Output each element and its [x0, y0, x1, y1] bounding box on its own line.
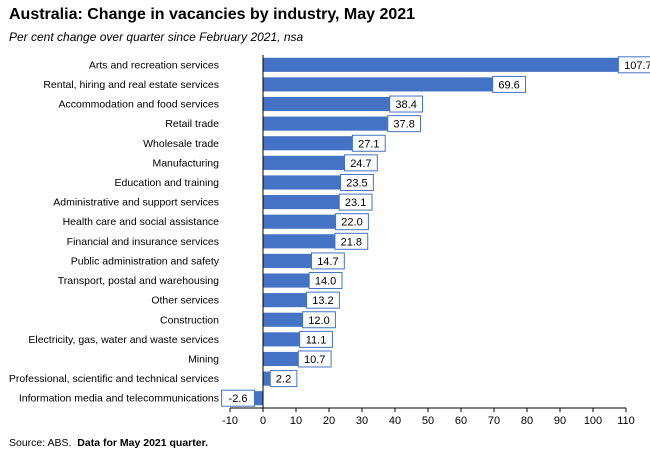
category-label: Transport, postal and warehousing	[58, 275, 219, 287]
bar	[263, 116, 388, 131]
data-label-box	[334, 232, 369, 250]
x-tick-label: -10	[222, 415, 238, 427]
data-label-box	[335, 213, 369, 231]
chart-subtitle: Per cent change over quarter since Febru…	[9, 30, 304, 44]
data-label-box	[269, 370, 298, 388]
data-label-box	[338, 193, 373, 211]
data-label: 21.8	[341, 236, 362, 248]
data-label: 11.1	[306, 334, 327, 346]
category-label: Other services	[151, 295, 219, 307]
data-label-box	[302, 311, 336, 329]
category-label: Professional, scientific and technical s…	[9, 373, 219, 385]
data-label: 27.1	[358, 138, 379, 150]
data-label-box	[492, 75, 526, 93]
data-label-box	[340, 173, 374, 191]
data-label-box	[221, 389, 255, 407]
category-label: Accommodation and food services	[59, 99, 220, 111]
category-label: Rental, hiring and real estate services	[43, 79, 219, 91]
data-label: 12.0	[308, 315, 329, 327]
x-tick-label: 0	[260, 415, 266, 427]
data-label: 22.0	[341, 217, 362, 229]
bar	[263, 195, 340, 210]
x-tick-label: 20	[323, 415, 335, 427]
data-label: 14.7	[317, 256, 338, 268]
bar	[263, 175, 341, 190]
bar	[263, 371, 271, 386]
bar	[263, 234, 335, 249]
bar	[263, 351, 299, 367]
data-label: 13.2	[312, 295, 333, 307]
category-label: Mining	[188, 353, 219, 365]
source-text: Source: ABS.	[9, 437, 72, 449]
bar	[263, 136, 353, 151]
x-tick-label: 50	[422, 415, 434, 427]
data-label: 24.7	[350, 158, 371, 170]
x-tick-label: 110	[617, 415, 635, 427]
x-tick-label: 40	[389, 415, 401, 427]
data-label: 38.4	[395, 99, 416, 111]
chart-title: Australia: Change in vacancies by indust…	[9, 6, 416, 23]
x-tick-label: 10	[290, 415, 302, 427]
data-label: 23.5	[346, 177, 367, 189]
bar	[263, 57, 619, 72]
x-tick-label: 70	[488, 415, 500, 427]
bar	[263, 332, 300, 347]
category-label: Manufacturing	[152, 157, 219, 169]
x-tick-label: 90	[554, 415, 566, 427]
data-label-box	[387, 115, 422, 133]
category-label: Retail trade	[165, 118, 219, 130]
category-label: Construction	[160, 314, 219, 326]
bar	[263, 312, 303, 327]
data-label-box	[311, 252, 345, 270]
bar	[263, 214, 336, 229]
category-label: Electricity, gas, water and waste servic…	[28, 334, 219, 346]
category-label: Financial and insurance services	[67, 236, 219, 248]
data-label: 10.7	[304, 354, 325, 366]
data-label-box	[617, 56, 650, 74]
data-label-box	[306, 291, 340, 309]
data-label-box	[351, 134, 386, 152]
data-label: -2.6	[229, 393, 248, 405]
data-label-box	[389, 95, 424, 113]
category-label: Education and training	[115, 177, 220, 189]
bar	[263, 273, 310, 288]
category-label: Public administration and safety	[71, 255, 220, 267]
data-label: 69.6	[498, 79, 519, 91]
data-label: 107.7	[624, 60, 650, 72]
bar	[254, 391, 263, 406]
data-label-box	[299, 330, 333, 348]
category-label: Arts and recreation services	[89, 59, 219, 71]
bar	[263, 77, 493, 92]
data-label: 14.0	[315, 276, 336, 288]
footnote: Source: ABS. Data for May 2021 quarter.	[9, 437, 208, 449]
x-tick-label: 100	[584, 415, 602, 427]
note-text: Data for May 2021 quarter.	[77, 437, 209, 449]
category-label: Health care and social assistance	[63, 216, 220, 228]
x-tick-label: 80	[521, 415, 533, 427]
data-label-box	[344, 154, 378, 172]
category-label: Information media and telecommunications	[19, 393, 219, 405]
bar	[263, 293, 307, 308]
data-label: 23.1	[345, 197, 366, 209]
x-tick-label: 30	[356, 415, 368, 427]
data-label-box	[297, 350, 332, 368]
bar	[263, 155, 345, 170]
data-label: 2.2	[276, 374, 291, 386]
bar	[263, 96, 390, 112]
data-label-box	[308, 272, 343, 290]
data-label: 37.8	[393, 119, 414, 131]
bar	[263, 253, 312, 268]
category-label: Administrative and support services	[53, 197, 219, 209]
category-label: Wholesale trade	[143, 138, 219, 150]
x-tick-label: 60	[455, 415, 467, 427]
